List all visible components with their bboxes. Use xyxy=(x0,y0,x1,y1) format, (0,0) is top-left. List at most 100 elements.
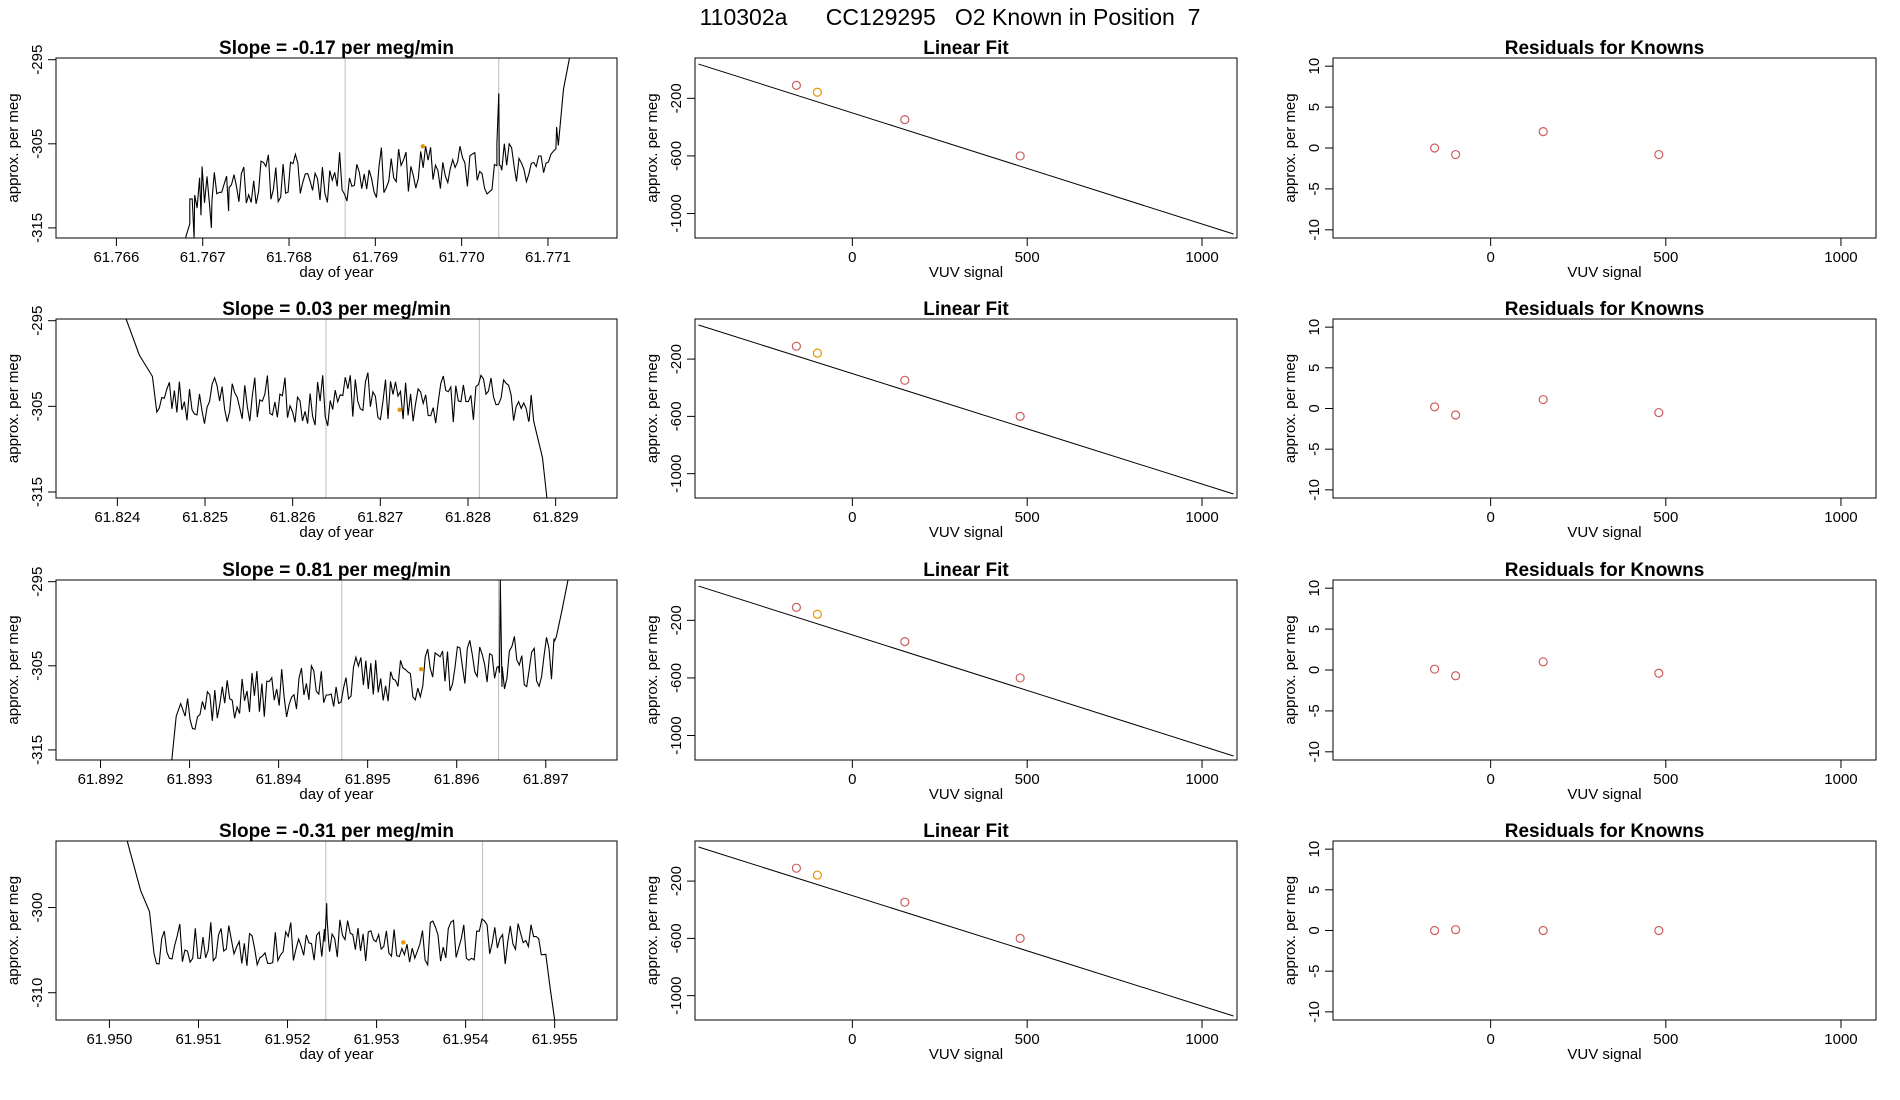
panel: Linear Fit 0 500 1000 -200 -600 -1000 VUV signa… xyxy=(644,38,1238,281)
panel-title: Slope = 0.03 per meg/min xyxy=(222,299,451,320)
panel: Slope = -0.31 per meg/min 61.950 61.951 61.… xyxy=(5,821,618,1063)
data-point xyxy=(1654,407,1664,418)
data-point xyxy=(791,80,802,90)
data-point xyxy=(812,348,822,358)
x-tick-label: 61.896 xyxy=(434,771,480,788)
x-tick-label: 61.897 xyxy=(523,771,569,788)
y-tick-label: -10 xyxy=(1306,1001,1323,1023)
fit-line xyxy=(698,585,1234,757)
data-point xyxy=(900,375,910,385)
panel-title: Slope = -0.31 per meg/min xyxy=(219,821,454,842)
plot-area xyxy=(1429,127,1664,160)
plot-area xyxy=(1429,394,1664,420)
x-tick-label: 61.829 xyxy=(533,509,579,526)
highlight-point xyxy=(401,940,406,945)
y-tick-label: -295 xyxy=(29,45,46,75)
x-tick-label: 0 xyxy=(1486,1031,1494,1048)
panel-title: Linear Fit xyxy=(923,821,1009,842)
y-axis-label: approx. per meg xyxy=(644,354,661,463)
x-tick-label: 61.828 xyxy=(445,509,491,526)
y-tick-label: -305 xyxy=(29,391,46,421)
x-tick-label: 1000 xyxy=(1824,249,1857,266)
y-tick-label: -600 xyxy=(668,141,685,171)
panel: Linear Fit 0 500 1000 -200 -600 -1000 VUV signa… xyxy=(644,299,1238,541)
x-tick-label: 500 xyxy=(1015,249,1040,266)
data-point xyxy=(1429,664,1440,674)
x-axis-label: VUV signal xyxy=(929,524,1003,541)
y-tick-label: -200 xyxy=(668,866,685,896)
y-tick-label: -200 xyxy=(668,83,685,113)
highlight-point xyxy=(420,144,426,149)
y-tick-label: 10 xyxy=(1306,580,1323,597)
data-point xyxy=(1015,933,1025,943)
data-point xyxy=(1451,671,1461,681)
data-point xyxy=(1451,925,1461,935)
y-axis-label: approx. per meg xyxy=(1282,876,1299,985)
y-tick-label: -1000 xyxy=(668,716,685,754)
x-tick-label: 0 xyxy=(848,771,856,788)
data-point xyxy=(1015,151,1025,161)
panel-frame xyxy=(694,318,1238,499)
x-tick-label: 61.954 xyxy=(443,1031,489,1048)
panel: Residuals for Knowns 0 500 1000 10 5 0 -5 -10 VUV… xyxy=(1282,38,1877,281)
y-axis-label: approx. per meg xyxy=(644,615,661,724)
panel-frame xyxy=(1332,840,1877,1021)
y-tick-label: -315 xyxy=(29,213,46,243)
x-tick-label: 61.953 xyxy=(354,1031,400,1048)
y-tick-label: -310 xyxy=(29,978,46,1008)
panel-title: Residuals for Knowns xyxy=(1505,821,1705,842)
x-tick-label: 61.770 xyxy=(439,249,485,266)
plot-area xyxy=(56,58,571,238)
y-tick-label: 0 xyxy=(1306,926,1323,934)
x-tick-label: 61.766 xyxy=(93,249,139,266)
data-point xyxy=(900,637,910,647)
y-axis-label: approx. per meg xyxy=(5,93,22,202)
x-tick-label: 500 xyxy=(1653,249,1678,266)
x-axis-label: VUV signal xyxy=(1567,524,1641,541)
panel-frame xyxy=(55,579,618,761)
data-point xyxy=(1538,925,1548,936)
y-tick-label: -295 xyxy=(29,567,46,597)
y-tick-label: 10 xyxy=(1306,841,1323,858)
y-tick-label: 0 xyxy=(1306,404,1323,412)
y-axis-label: approx. per meg xyxy=(644,876,661,985)
y-tick-label: -10 xyxy=(1306,741,1323,763)
panel-frame xyxy=(1332,318,1877,499)
fit-line xyxy=(698,324,1234,495)
data-point xyxy=(791,602,802,612)
panel: Residuals for Knowns 0 500 1000 10 5 0 -5 -10 VUV… xyxy=(1282,821,1877,1063)
y-tick-label: -10 xyxy=(1306,219,1323,241)
panel-title: Linear Fit xyxy=(923,299,1009,320)
y-tick-label: -10 xyxy=(1306,479,1323,501)
plot-area xyxy=(56,580,569,760)
x-tick-label: 61.955 xyxy=(532,1031,578,1048)
panel-frame xyxy=(694,57,1238,239)
panel: Residuals for Knowns 0 500 1000 10 5 0 -5 -10 VUV… xyxy=(1282,560,1877,803)
panel: Linear Fit 0 500 1000 -200 -600 -1000 VUV signa… xyxy=(644,560,1238,803)
y-tick-label: -305 xyxy=(29,651,46,681)
panel-title: Linear Fit xyxy=(923,38,1009,59)
x-tick-label: 1000 xyxy=(1824,771,1857,788)
plot-area xyxy=(1429,657,1664,681)
y-tick-label: 0 xyxy=(1306,666,1323,674)
x-tick-label: 0 xyxy=(1486,249,1494,266)
x-axis-label: VUV signal xyxy=(929,264,1003,281)
panel: Residuals for Knowns 0 500 1000 10 5 0 -5 -10 VUV… xyxy=(1282,299,1877,541)
panel-frame xyxy=(694,579,1238,761)
panel-frame xyxy=(55,57,618,239)
y-tick-label: -315 xyxy=(29,477,46,507)
y-axis-label: approx. per meg xyxy=(5,876,22,985)
panel-frame xyxy=(694,840,1238,1021)
y-tick-label: -315 xyxy=(29,735,46,765)
y-axis-label: approx. per meg xyxy=(1282,615,1299,724)
panel-title: Slope = -0.17 per meg/min xyxy=(219,38,454,59)
x-tick-label: 61.892 xyxy=(78,771,124,788)
x-tick-label: 61.951 xyxy=(176,1031,222,1048)
x-tick-label: 500 xyxy=(1653,509,1678,526)
data-point xyxy=(1538,657,1548,667)
x-tick-label: 61.895 xyxy=(345,771,391,788)
plot-area xyxy=(125,319,548,498)
fit-line xyxy=(698,846,1234,1017)
x-tick-label: 61.825 xyxy=(182,509,228,526)
y-tick-label: -5 xyxy=(1306,182,1323,195)
